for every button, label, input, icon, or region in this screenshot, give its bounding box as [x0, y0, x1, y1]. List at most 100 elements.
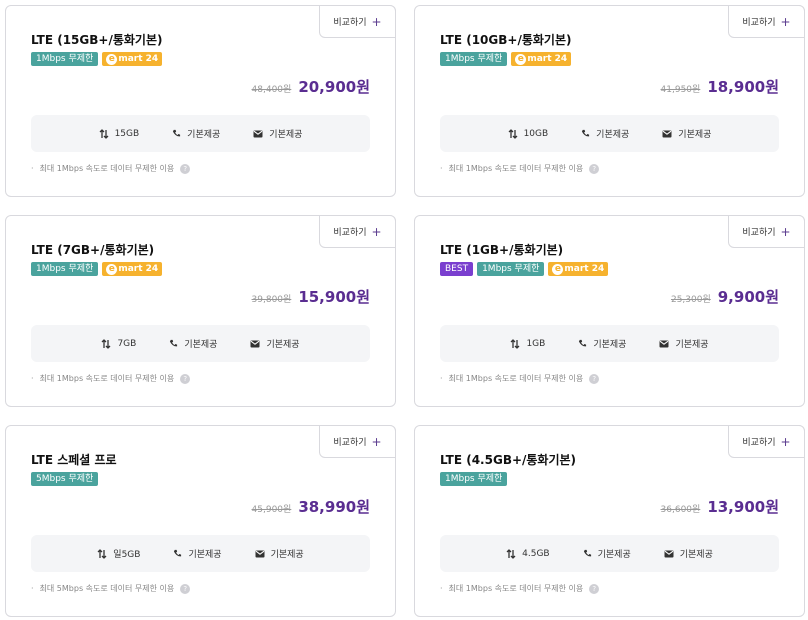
- message-icon: [255, 550, 265, 557]
- compare-label: 비교하기: [333, 438, 367, 448]
- emart24-badge: e mart 24: [511, 52, 572, 66]
- emart-logo-icon: e: [106, 53, 118, 65]
- compare-button[interactable]: 비교하기 +: [319, 425, 396, 458]
- note-text: 최대 1Mbps 속도로 데이터 무제한 이용: [39, 164, 175, 173]
- data-arrows-icon: [508, 128, 518, 139]
- feature-box: 10GB 기본제공 기본제공: [440, 115, 779, 152]
- sms-feature: 기본제공: [662, 127, 711, 140]
- plan-title: LTE 스페셜 프로: [31, 453, 117, 467]
- original-price: 36,600원: [660, 505, 701, 515]
- original-price: 41,950원: [660, 85, 701, 95]
- question-icon[interactable]: ?: [589, 583, 600, 594]
- note-text: 최대 5Mbps 속도로 데이터 무제한 이용: [39, 584, 175, 593]
- compare-button[interactable]: 비교하기 +: [319, 215, 396, 248]
- emart-logo-icon: e: [515, 53, 527, 65]
- call-amount: 기본제공: [187, 130, 221, 140]
- phone-icon: [174, 549, 182, 557]
- discount-price: 38,990원: [298, 498, 370, 516]
- feature-box: 4.5GB 기본제공 기본제공: [440, 535, 779, 572]
- compare-button[interactable]: 비교하기 +: [728, 5, 805, 38]
- plus-icon: +: [780, 434, 791, 449]
- data-arrows-icon: [99, 128, 109, 139]
- discount-price: 18,900원: [707, 78, 779, 96]
- speed-badge: 1Mbps 무제한: [440, 52, 508, 66]
- compare-button[interactable]: 비교하기 +: [728, 425, 805, 458]
- question-icon[interactable]: ?: [180, 583, 191, 594]
- compare-label: 비교하기: [742, 18, 776, 28]
- discount-price: 15,900원: [298, 288, 370, 306]
- question-icon[interactable]: ?: [589, 373, 600, 384]
- compare-button[interactable]: 비교하기 +: [319, 5, 396, 38]
- emart24-badge: e mart 24: [102, 262, 163, 276]
- data-amount: 일5GB: [113, 550, 141, 560]
- badge-group: 5Mbps 무제한: [31, 472, 99, 486]
- sms-amount: 기본제공: [678, 130, 712, 140]
- plan-card[interactable]: 비교하기 + LTE 스페셜 프로 5Mbps 무제한 45,900원 38,9…: [5, 425, 396, 617]
- message-icon: [253, 130, 263, 137]
- compare-label: 비교하기: [742, 228, 776, 238]
- message-icon: [659, 340, 669, 347]
- plan-note: · 최대 1Mbps 속도로 데이터 무제한 이용 ?: [440, 163, 600, 174]
- phone-icon: [582, 129, 590, 137]
- data-arrows-icon: [506, 548, 516, 559]
- message-icon: [664, 550, 674, 557]
- sms-amount: 기본제공: [270, 550, 304, 560]
- question-icon[interactable]: ?: [589, 163, 600, 174]
- feature-box: 일5GB 기본제공 기본제공: [31, 535, 370, 572]
- message-icon: [250, 340, 260, 347]
- plan-card[interactable]: 비교하기 + LTE (4.5GB+/통화기본) 1Mbps 무제한 36,60…: [414, 425, 805, 617]
- discount-price: 20,900원: [298, 78, 370, 96]
- call-amount: 기본제공: [596, 130, 630, 140]
- phone-icon: [170, 339, 178, 347]
- plan-title: LTE (7GB+/통화기본): [31, 243, 155, 257]
- data-feature: 10GB: [508, 128, 549, 139]
- call-amount: 기본제공: [597, 550, 631, 560]
- price-row: 25,300원 9,900원: [671, 286, 779, 307]
- plan-card[interactable]: 비교하기 + LTE (15GB+/통화기본) 1Mbps 무제한 e mart …: [5, 5, 396, 197]
- feature-box: 15GB 기본제공 기본제공: [31, 115, 370, 152]
- note-text: 최대 1Mbps 속도로 데이터 무제한 이용: [448, 584, 584, 593]
- data-arrows-icon: [101, 338, 111, 349]
- price-row: 36,600원 13,900원: [661, 496, 779, 517]
- question-icon[interactable]: ?: [180, 373, 191, 384]
- price-row: 45,900원 38,990원: [252, 496, 370, 517]
- phone-icon: [583, 549, 591, 557]
- plan-title: LTE (4.5GB+/통화기본): [440, 453, 577, 467]
- plan-card[interactable]: 비교하기 + LTE (7GB+/통화기본) 1Mbps 무제한 e mart 2…: [5, 215, 396, 407]
- call-feature: 기본제공: [583, 547, 631, 560]
- badge-group: BEST 1Mbps 무제한 e mart 24: [440, 262, 609, 276]
- data-amount: 10GB: [523, 128, 549, 139]
- call-feature: 기본제공: [169, 337, 217, 350]
- price-row: 48,400원 20,900원: [252, 76, 370, 97]
- original-price: 48,400원: [251, 85, 292, 95]
- speed-badge: 1Mbps 무제한: [440, 472, 508, 486]
- compare-label: 비교하기: [333, 228, 367, 238]
- original-price: 39,800원: [251, 295, 292, 305]
- compare-button[interactable]: 비교하기 +: [728, 215, 805, 248]
- discount-price: 13,900원: [707, 498, 779, 516]
- emart24-badge: e mart 24: [548, 262, 609, 276]
- compare-label: 비교하기: [333, 18, 367, 28]
- plus-icon: +: [780, 14, 791, 29]
- original-price: 45,900원: [251, 505, 292, 515]
- sms-amount: 기본제공: [675, 340, 709, 350]
- call-feature: 기본제공: [172, 127, 220, 140]
- speed-badge: 1Mbps 무제한: [31, 262, 99, 276]
- badge-group: 1Mbps 무제한 e mart 24: [440, 52, 572, 66]
- question-icon[interactable]: ?: [180, 163, 191, 174]
- data-amount: 7GB: [117, 338, 137, 349]
- data-arrows-icon: [97, 548, 107, 559]
- phone-icon: [173, 129, 181, 137]
- emart-logo-icon: e: [106, 263, 118, 275]
- call-amount: 기본제공: [593, 340, 627, 350]
- emart24-badge: e mart 24: [102, 52, 163, 66]
- plan-card[interactable]: 비교하기 + LTE (10GB+/통화기본) 1Mbps 무제한 e mart …: [414, 5, 805, 197]
- badge-group: 1Mbps 무제한: [440, 472, 508, 486]
- data-feature: 1GB: [510, 339, 545, 349]
- call-amount: 기본제공: [188, 550, 222, 560]
- sms-feature: 기본제공: [253, 127, 302, 140]
- plan-note: · 최대 1Mbps 속도로 데이터 무제한 이용 ?: [440, 583, 600, 594]
- plan-title: LTE (15GB+/통화기본): [31, 33, 163, 47]
- compare-label: 비교하기: [742, 438, 776, 448]
